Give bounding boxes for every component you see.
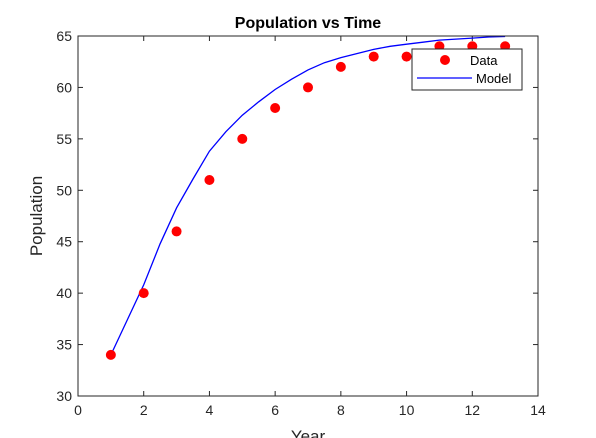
x-tick-label: 4 <box>206 402 214 418</box>
x-tick-label: 8 <box>337 402 345 418</box>
legend-box <box>411 48 523 91</box>
x-tick-labels: 0 2 4 6 8 10 12 14 <box>74 402 546 418</box>
x-axis-title: Year <box>291 427 326 438</box>
y-axis-title: Population <box>27 176 46 256</box>
y-tick-label: 30 <box>56 388 72 404</box>
data-point <box>401 51 412 62</box>
x-tick-label: 0 <box>74 402 82 418</box>
data-point <box>171 226 182 237</box>
data-point <box>105 349 116 360</box>
legend-model-label: Model <box>476 71 512 86</box>
legend-data-marker <box>440 55 450 65</box>
y-tick-label: 35 <box>56 337 72 353</box>
model-series-line <box>110 35 506 356</box>
data-point <box>303 82 313 93</box>
data-point <box>270 103 281 113</box>
y-tick-label: 50 <box>56 182 72 198</box>
x-tick-label: 10 <box>399 402 415 418</box>
x-tick-label: 12 <box>464 402 480 418</box>
y-tick-label: 65 <box>56 28 72 44</box>
x-tick-label: 6 <box>271 402 279 418</box>
y-tick-label: 60 <box>56 79 72 95</box>
x-tick-label: 14 <box>530 402 546 418</box>
data-point <box>204 175 215 185</box>
axes-box <box>77 35 539 397</box>
data-point <box>368 51 379 62</box>
legend-data-label: Data <box>470 53 498 68</box>
y-tick-label: 45 <box>56 234 72 250</box>
data-point <box>138 288 149 299</box>
legend: Data Model <box>411 48 523 91</box>
data-point <box>237 133 248 144</box>
y-tick-labels: 30 35 40 45 50 55 60 65 <box>56 28 72 404</box>
x-tick-label: 2 <box>140 402 148 418</box>
chart-title: Population vs Time <box>235 15 382 32</box>
y-tick-label: 55 <box>56 131 72 147</box>
plot-area <box>78 36 538 396</box>
data-point <box>335 61 346 72</box>
y-tick-label: 40 <box>56 285 72 301</box>
